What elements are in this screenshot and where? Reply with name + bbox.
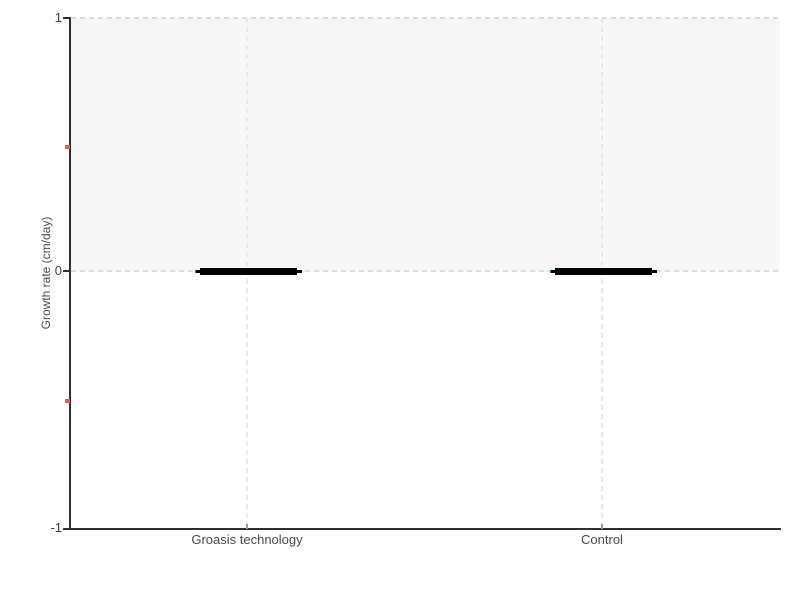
gridline-y1 (71, 17, 780, 19)
box-control (555, 268, 652, 275)
y-tick-1 (63, 17, 70, 19)
y-tick-neg1 (63, 528, 70, 530)
y-tick-label-0: 0 (54, 263, 62, 278)
x-tick-control (601, 524, 603, 529)
box-groasis (200, 268, 297, 275)
gridline-y0 (71, 270, 780, 272)
x-axis-line (69, 528, 781, 530)
y-tick-label-neg1: -1 (50, 520, 62, 535)
y-axis-title: Growth rate (cm/day) (39, 216, 53, 330)
y-tick-label-1: 1 (54, 10, 62, 25)
y-minor-tick-0.5 (65, 145, 70, 149)
shaded-band-0-to-1 (71, 18, 780, 272)
x-tick-groasis (246, 524, 248, 529)
y-axis-line (69, 17, 71, 530)
y-tick-0 (63, 270, 70, 272)
y-minor-tick-neg0.5 (65, 399, 70, 403)
x-category-label-groasis: Groasis technology (191, 532, 303, 547)
x-category-label-control: Control (581, 532, 623, 547)
